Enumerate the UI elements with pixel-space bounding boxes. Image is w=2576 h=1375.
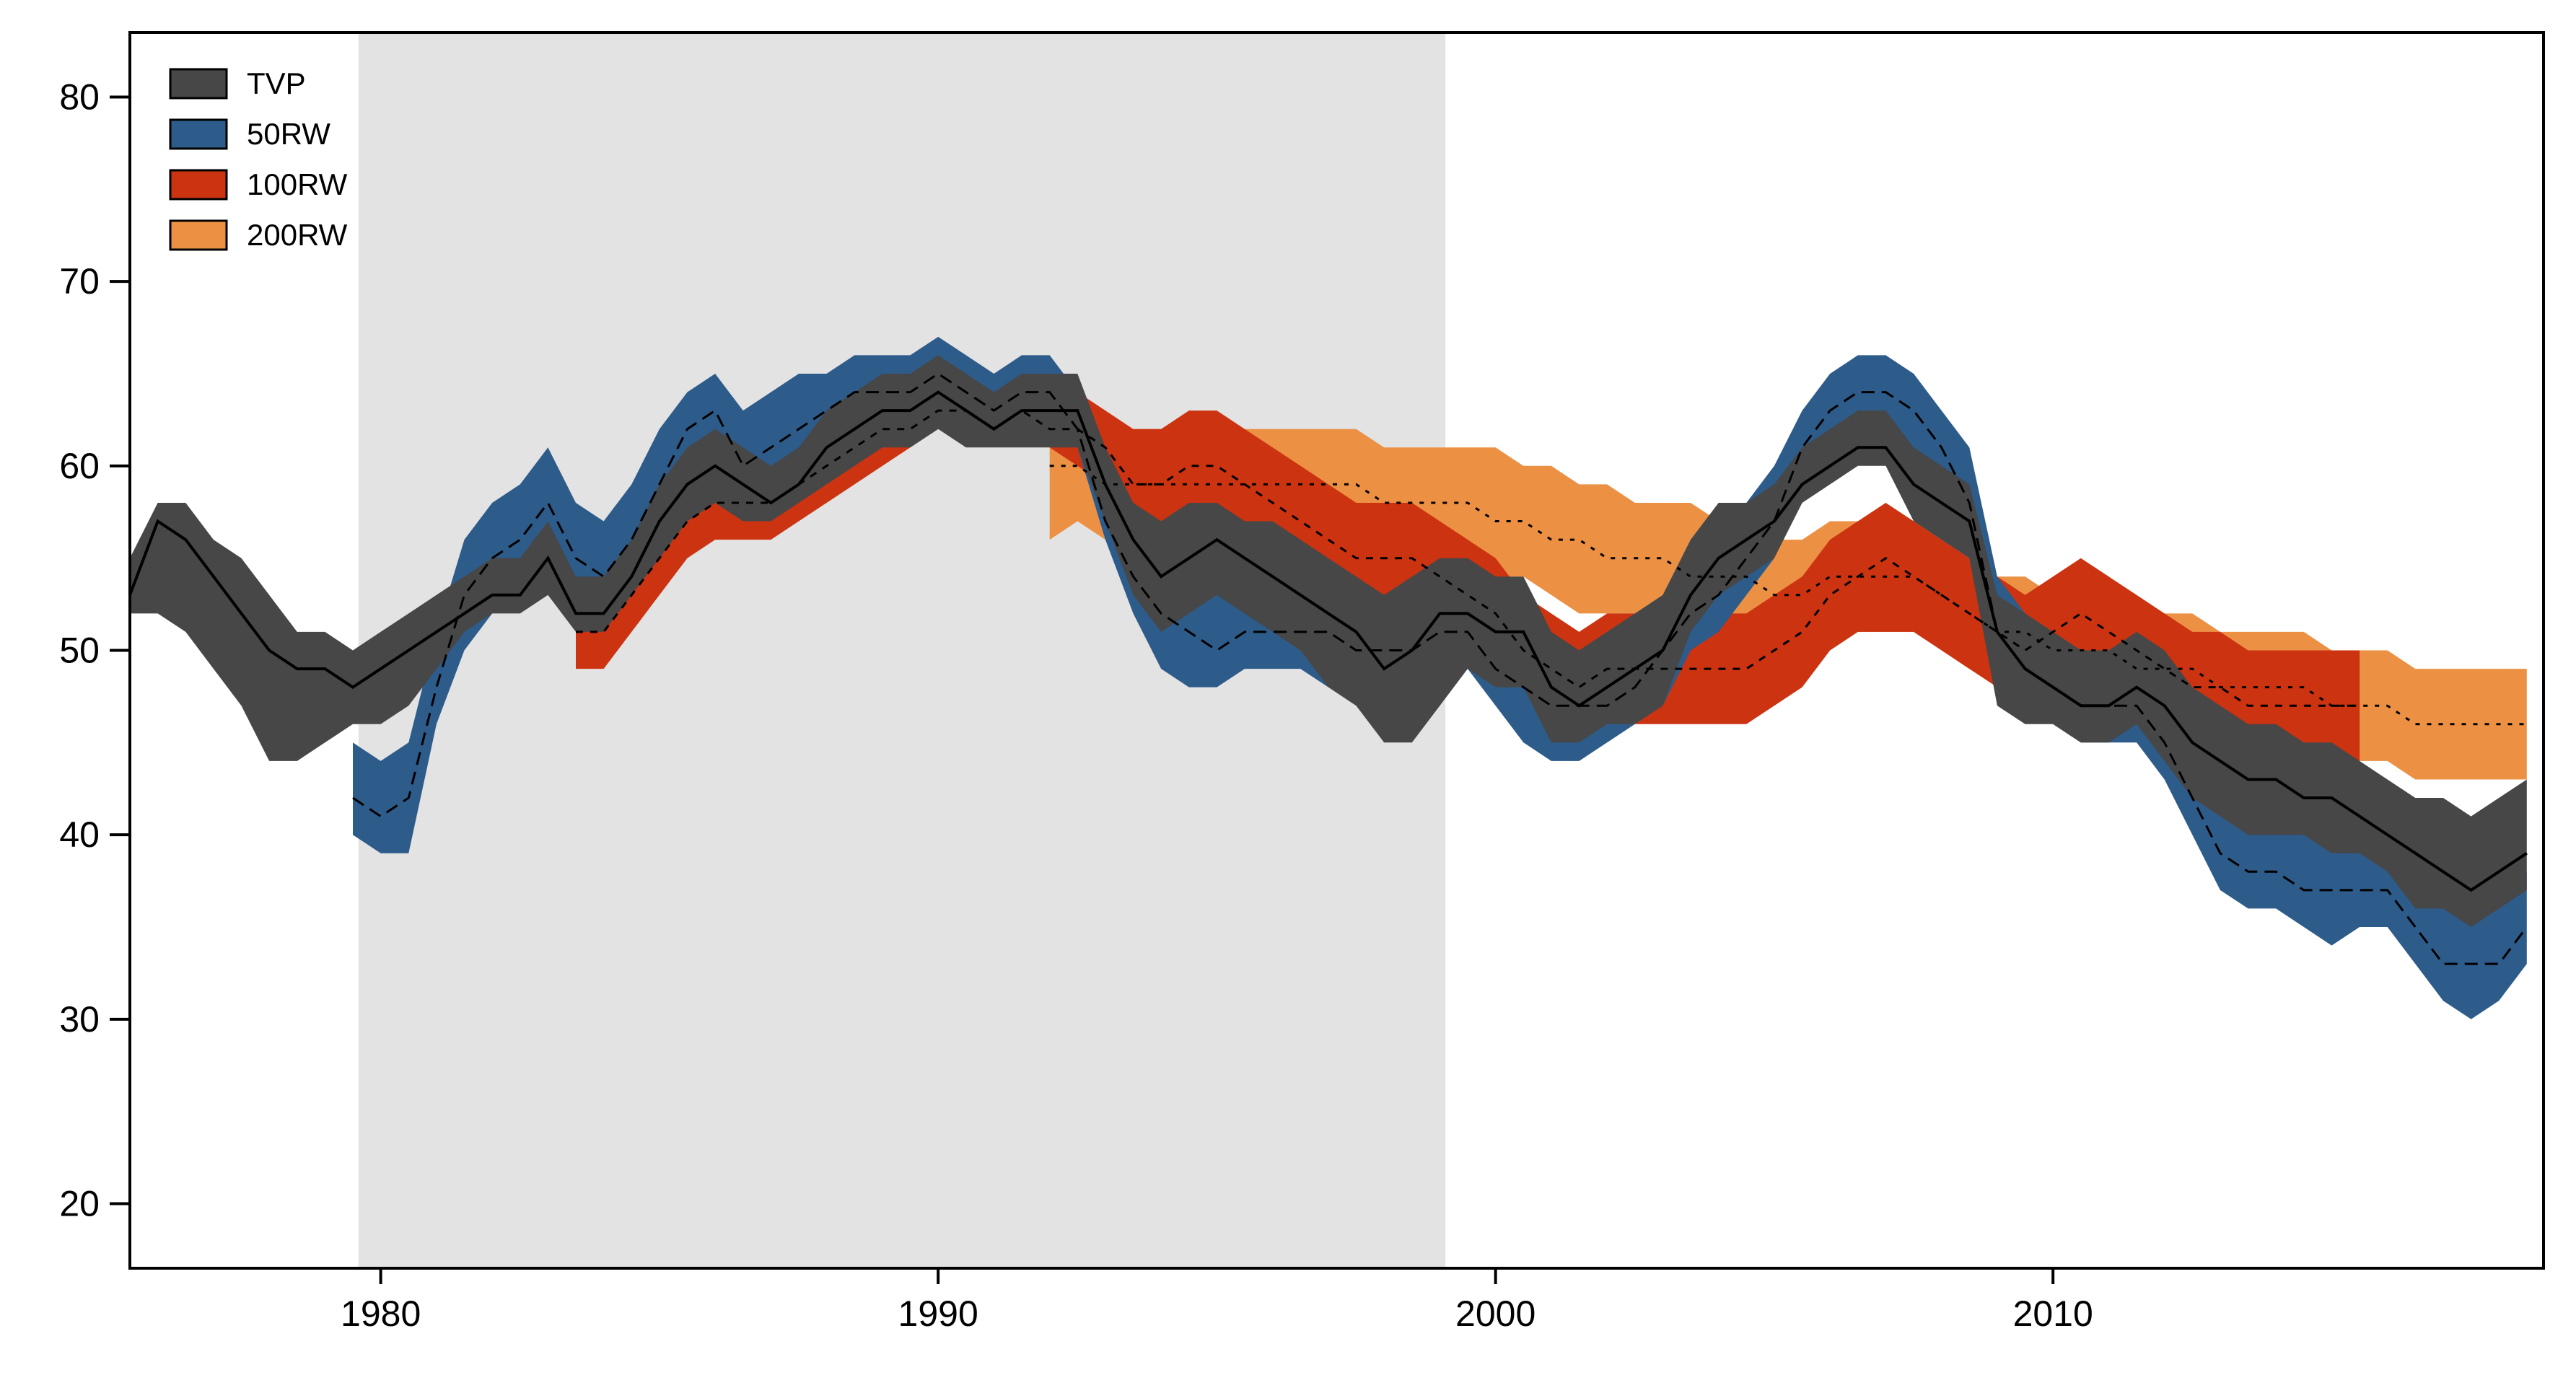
x-tick-label: 2000: [1455, 1293, 1535, 1334]
legend-label-100rw: 100RW: [247, 167, 348, 201]
band-tvp: [130, 355, 2527, 927]
legend-swatch-200rw: [169, 219, 228, 251]
x-tick-label: 1980: [341, 1293, 421, 1334]
y-axis: 20 30 40 50 60 70 80: [59, 76, 130, 1224]
series-center-lines: [128, 372, 2528, 965]
line-50rw: [352, 372, 2528, 965]
legend-label-tvp: TVP: [247, 66, 306, 100]
legend-swatch-tvp: [169, 68, 228, 100]
legend-swatch-100rw: [169, 169, 228, 201]
y-tick-label: 70: [59, 261, 100, 302]
legend: TVP 50RW 100RW 200RW: [169, 66, 348, 252]
legend-label-50rw: 50RW: [247, 117, 330, 151]
y-tick-label: 50: [59, 631, 100, 671]
y-tick-label: 30: [59, 999, 100, 1040]
legend-swatch-50rw: [169, 118, 228, 150]
y-tick-label: 20: [59, 1184, 100, 1224]
line-tvp: [128, 390, 2528, 892]
y-tick-label: 80: [59, 76, 100, 117]
line-100rw: [576, 409, 2360, 707]
x-tick-label: 1990: [898, 1293, 978, 1334]
x-axis: 1980 1990 2000 2010: [341, 1268, 2093, 1334]
legend-label-200rw: 200RW: [247, 218, 348, 252]
line-200rw: [1049, 465, 2527, 726]
y-tick-label: 60: [59, 446, 100, 486]
y-tick-label: 40: [59, 814, 100, 855]
x-tick-label: 2010: [2013, 1293, 2093, 1334]
